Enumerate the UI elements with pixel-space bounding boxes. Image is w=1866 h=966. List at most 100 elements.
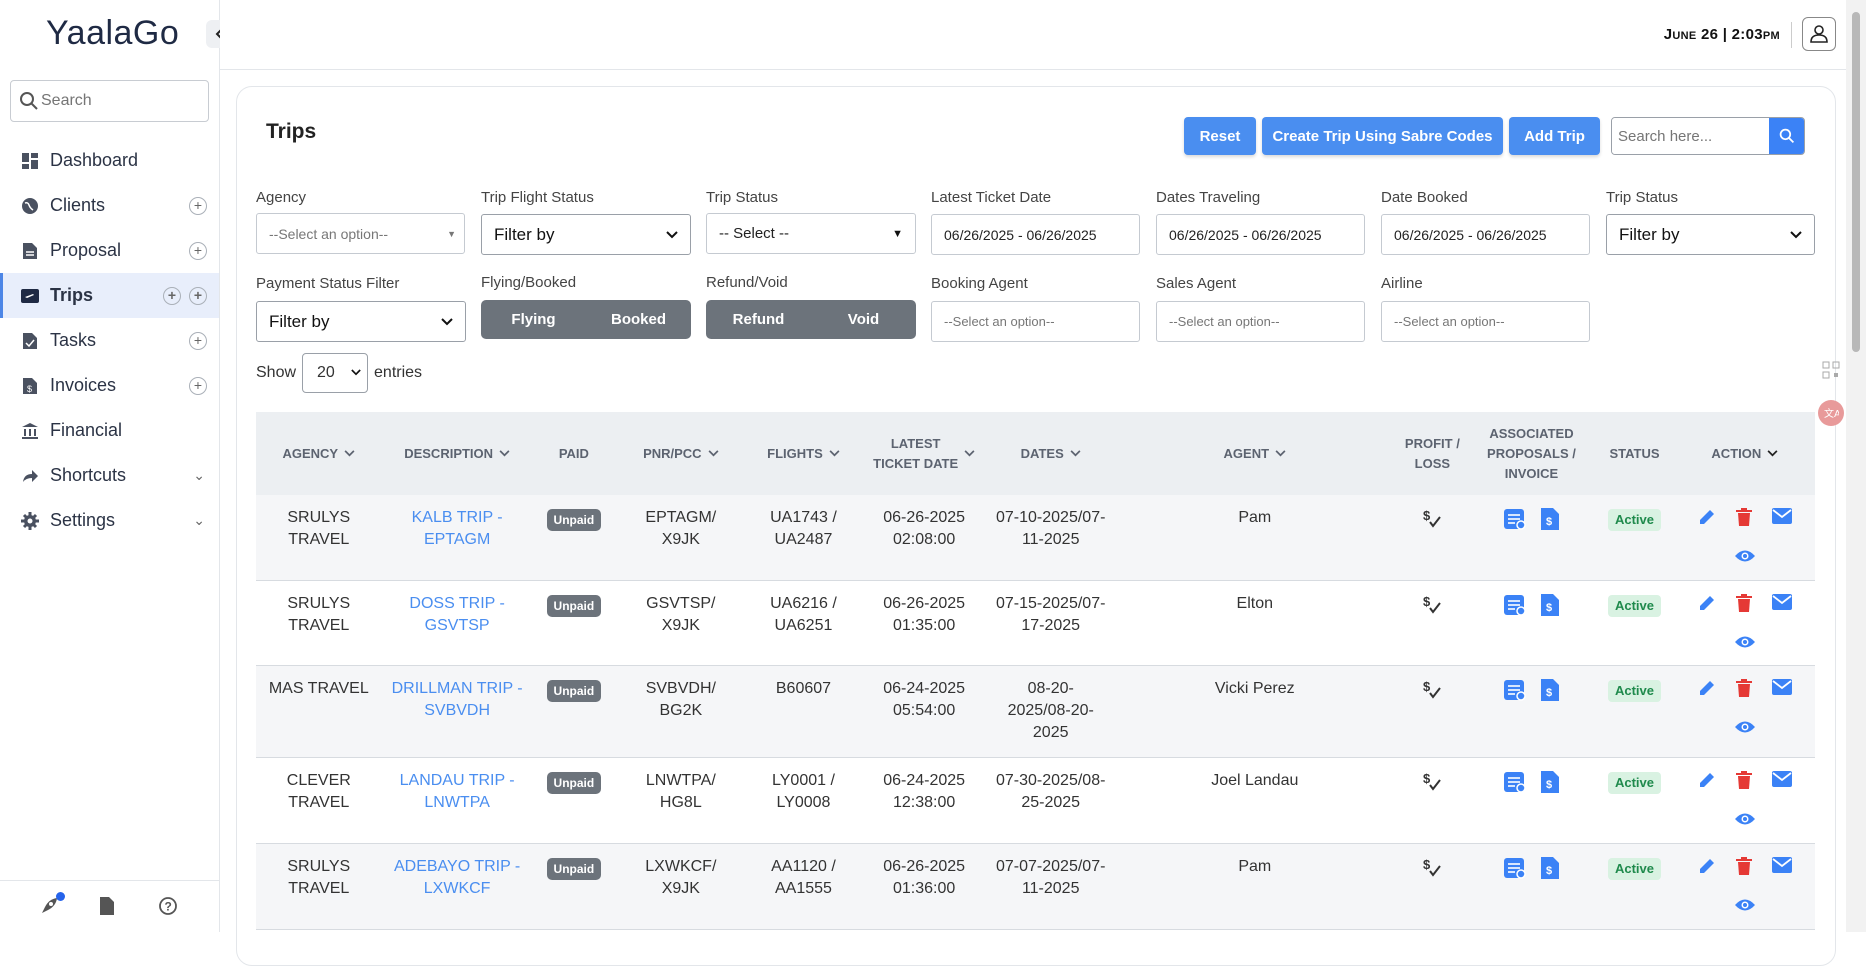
profit-check-icon[interactable]: $ [1422, 678, 1442, 707]
refund-option[interactable]: Refund [706, 300, 811, 339]
void-option[interactable]: Void [811, 300, 916, 339]
reset-button[interactable]: Reset [1184, 117, 1256, 155]
add-trip-alt-icon[interactable]: + [189, 287, 207, 305]
view-eye-icon[interactable] [1734, 634, 1756, 657]
trash-icon[interactable] [1735, 678, 1753, 705]
dates-traveling-input[interactable]: 06/26/2025 - 06/26/2025 [1156, 214, 1365, 255]
col-description[interactable]: Description [382, 444, 533, 464]
translate-icon[interactable]: 文A [1818, 400, 1844, 426]
col-agency[interactable]: Agency [256, 444, 382, 464]
flying-option[interactable]: Flying [481, 300, 586, 339]
table-row[interactable]: SRULYS TRAVEL ADEBAYO TRIP - LXWKCF Unpaid… [256, 844, 1815, 930]
sales-agent-select[interactable]: --Select an option-- [1156, 301, 1365, 342]
trip-description-link[interactable]: DOSS TRIP - GSVTSP [409, 595, 504, 634]
sidebar-item-invoices[interactable]: $ Invoices + [0, 363, 219, 408]
view-eye-icon[interactable] [1734, 719, 1756, 742]
invoice-icon[interactable]: $ [1540, 507, 1560, 538]
invoice-icon[interactable]: $ [1540, 770, 1560, 801]
col-dates[interactable]: Dates [988, 444, 1114, 464]
trash-icon[interactable] [1735, 770, 1753, 797]
view-eye-icon[interactable] [1734, 548, 1756, 571]
email-icon[interactable] [1771, 770, 1793, 797]
add-invoice-icon[interactable]: + [189, 377, 207, 395]
proposal-icon[interactable] [1503, 507, 1527, 538]
qr-scan-icon[interactable] [1818, 357, 1844, 383]
trip-search-input[interactable] [1612, 118, 1769, 154]
col-agent[interactable]: Agent [1114, 444, 1397, 464]
email-icon[interactable] [1771, 593, 1793, 620]
add-task-icon[interactable]: + [189, 332, 207, 350]
booked-option[interactable]: Booked [586, 300, 691, 339]
edit-icon[interactable] [1697, 856, 1717, 883]
trash-icon[interactable] [1735, 856, 1753, 883]
app-logo[interactable]: YaalaGo [46, 14, 179, 53]
trip-description-link[interactable]: ADEBAYO TRIP - LXWKCF [394, 858, 520, 897]
sidebar-item-clients[interactable]: Clients + [0, 183, 219, 228]
add-client-icon[interactable]: + [189, 197, 207, 215]
chevron-down-icon[interactable]: ⌄ [193, 467, 205, 484]
sidebar-item-trips[interactable]: Trips + + [0, 273, 219, 318]
profit-check-icon[interactable]: $ [1422, 770, 1442, 799]
trip-description-link[interactable]: DRILLMAN TRIP - SVBVDH [392, 680, 523, 719]
help-icon[interactable]: ? [158, 896, 180, 918]
user-profile-button[interactable] [1802, 17, 1836, 51]
entries-select[interactable]: 20 [302, 353, 368, 393]
proposal-icon[interactable] [1503, 856, 1527, 887]
sidebar-item-shortcuts[interactable]: Shortcuts ⌄ [0, 453, 219, 498]
email-icon[interactable] [1771, 678, 1793, 705]
trash-icon[interactable] [1735, 507, 1753, 534]
create-trip-sabre-button[interactable]: Create Trip Using Sabre Codes [1262, 117, 1503, 155]
page-scrollbar[interactable] [1846, 0, 1866, 932]
add-trip-button[interactable]: Add Trip [1509, 117, 1600, 155]
edit-icon[interactable] [1697, 770, 1717, 797]
add-proposal-icon[interactable]: + [189, 242, 207, 260]
table-row[interactable]: CLEVER TRAVEL LANDAU TRIP - LNWTPA Unpaid … [256, 758, 1815, 844]
sidebar-item-tasks[interactable]: Tasks + [0, 318, 219, 363]
profit-check-icon[interactable]: $ [1422, 856, 1442, 885]
trip-description-link[interactable]: KALB TRIP - EPTAGM [412, 509, 503, 548]
col-pnr[interactable]: PNR/PCC [615, 444, 746, 464]
trip-status-2-select[interactable]: Filter by [1606, 214, 1815, 255]
chevron-down-icon[interactable]: ⌄ [193, 512, 205, 529]
rocket-icon[interactable] [39, 896, 61, 918]
profit-check-icon[interactable]: $ [1422, 507, 1442, 536]
edit-icon[interactable] [1697, 507, 1717, 534]
sidebar-search-input[interactable] [41, 92, 201, 110]
airline-select[interactable]: --Select an option-- [1381, 301, 1590, 342]
trash-icon[interactable] [1735, 593, 1753, 620]
sidebar-item-financial[interactable]: Financial [0, 408, 219, 453]
sidebar-search[interactable] [10, 80, 209, 122]
col-latest-ticket-date[interactable]: Latest Ticket Date [860, 434, 988, 474]
proposal-icon[interactable] [1503, 593, 1527, 624]
edit-icon[interactable] [1697, 678, 1717, 705]
booking-agent-select[interactable]: --Select an option-- [931, 301, 1140, 342]
invoice-icon[interactable]: $ [1540, 593, 1560, 624]
trip-search-button[interactable] [1769, 118, 1804, 154]
profit-check-icon[interactable]: $ [1422, 593, 1442, 622]
sidebar-item-proposal[interactable]: Proposal + [0, 228, 219, 273]
view-eye-icon[interactable] [1734, 897, 1756, 920]
email-icon[interactable] [1771, 507, 1793, 534]
table-row[interactable]: SRULYS TRAVEL DOSS TRIP - GSVTSP Unpaid GS… [256, 581, 1815, 666]
trip-description-link[interactable]: LANDAU TRIP - LNWTPA [400, 772, 515, 811]
proposal-icon[interactable] [1503, 678, 1527, 709]
date-booked-input[interactable]: 06/26/2025 - 06/26/2025 [1381, 214, 1590, 255]
invoice-icon[interactable]: $ [1540, 678, 1560, 709]
table-row[interactable]: MAS TRAVEL DRILLMAN TRIP - SVBVDH Unpaid … [256, 666, 1815, 758]
proposal-icon[interactable] [1503, 770, 1527, 801]
payment-status-select[interactable]: Filter by [256, 301, 466, 342]
agency-select[interactable]: --Select an option-- ▼ [256, 213, 465, 254]
edit-icon[interactable] [1697, 593, 1717, 620]
col-flights[interactable]: Flights [747, 444, 861, 464]
file-icon[interactable] [98, 896, 120, 918]
scrollbar-thumb[interactable] [1852, 12, 1860, 352]
sidebar-item-dashboard[interactable]: Dashboard [0, 138, 219, 183]
trip-flight-status-select[interactable]: Filter by [481, 214, 691, 255]
invoice-icon[interactable]: $ [1540, 856, 1560, 887]
trip-status-select[interactable]: -- Select -- ▼ [706, 213, 916, 254]
latest-ticket-date-input[interactable]: 06/26/2025 - 06/26/2025 [931, 214, 1140, 255]
view-eye-icon[interactable] [1734, 811, 1756, 834]
sidebar-item-settings[interactable]: Settings ⌄ [0, 498, 219, 543]
add-trip-icon[interactable]: + [163, 287, 181, 305]
email-icon[interactable] [1771, 856, 1793, 883]
